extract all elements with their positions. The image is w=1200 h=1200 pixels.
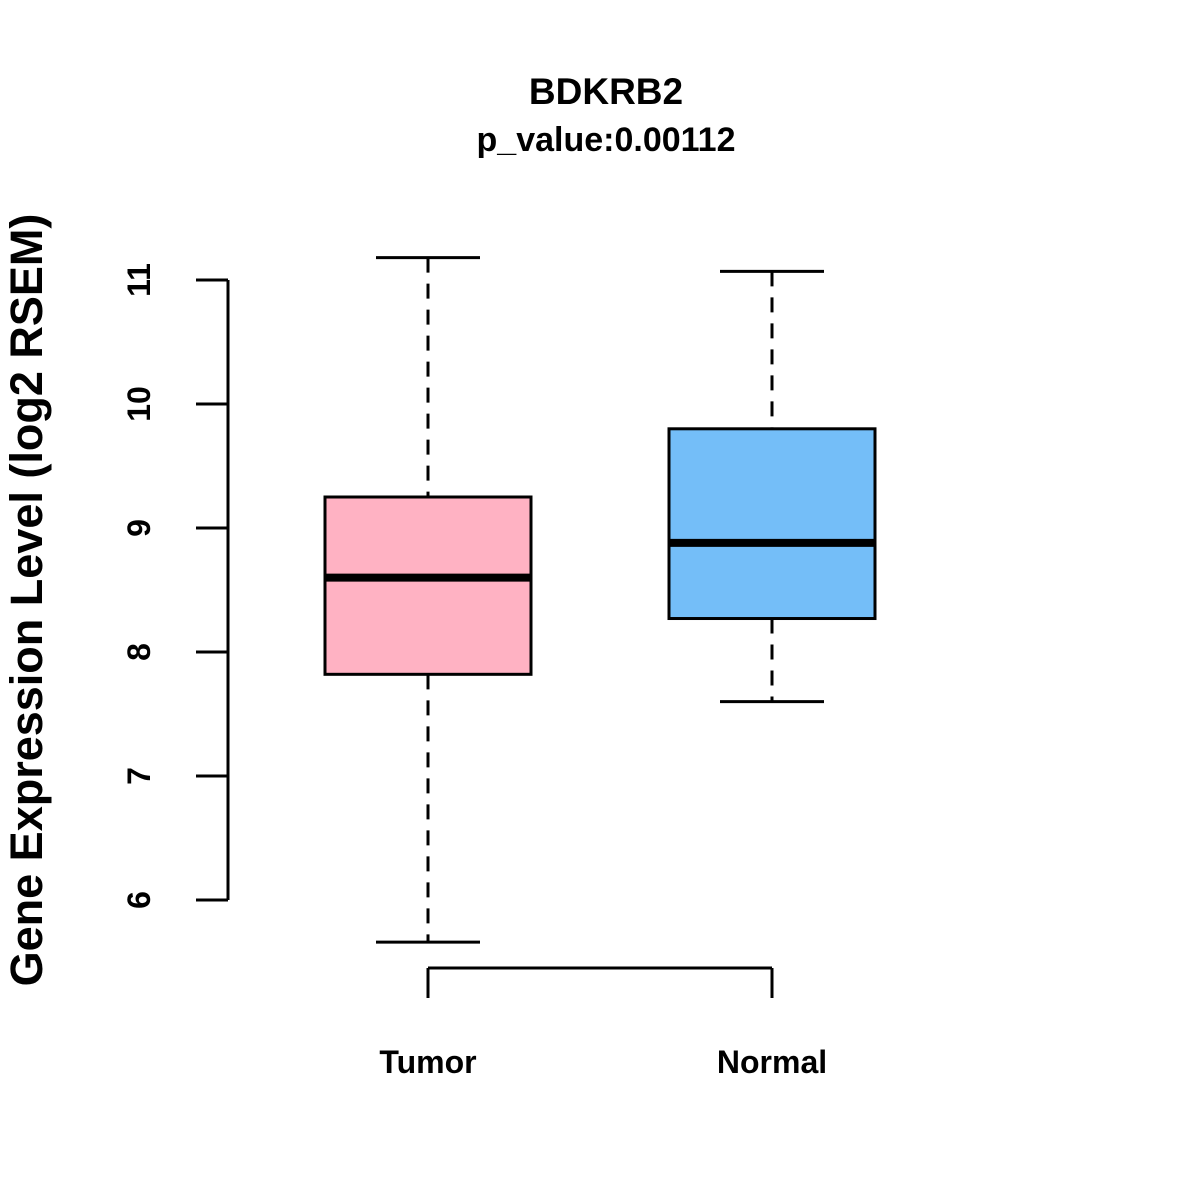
y-axis-tick-label: 9 bbox=[121, 519, 157, 537]
y-axis-tick-label: 11 bbox=[121, 263, 157, 297]
chart-title: BDKRB2 bbox=[529, 71, 683, 112]
y-axis-label: Gene Expression Level (log2 RSEM) bbox=[1, 214, 52, 987]
chart-subtitle: p_value:0.00112 bbox=[477, 121, 736, 159]
x-axis: Tumor Normal bbox=[379, 966, 827, 1080]
x-axis-category-label: Normal bbox=[717, 1044, 827, 1080]
y-axis-tick-label: 7 bbox=[121, 767, 157, 785]
box-group-tumor bbox=[323, 256, 533, 944]
x-axis-category-label: Tumor bbox=[379, 1044, 476, 1080]
box-group-normal bbox=[667, 269, 877, 704]
iqr-box bbox=[323, 495, 533, 676]
y-axis-tick-label: 6 bbox=[121, 891, 157, 909]
y-axis-tick-label: 10 bbox=[121, 386, 157, 422]
y-axis-tick-label: 8 bbox=[121, 643, 157, 661]
iqr-box bbox=[667, 427, 877, 621]
box-series bbox=[323, 256, 877, 944]
y-axis: 6 7 8 9 10 11 bbox=[121, 263, 230, 909]
